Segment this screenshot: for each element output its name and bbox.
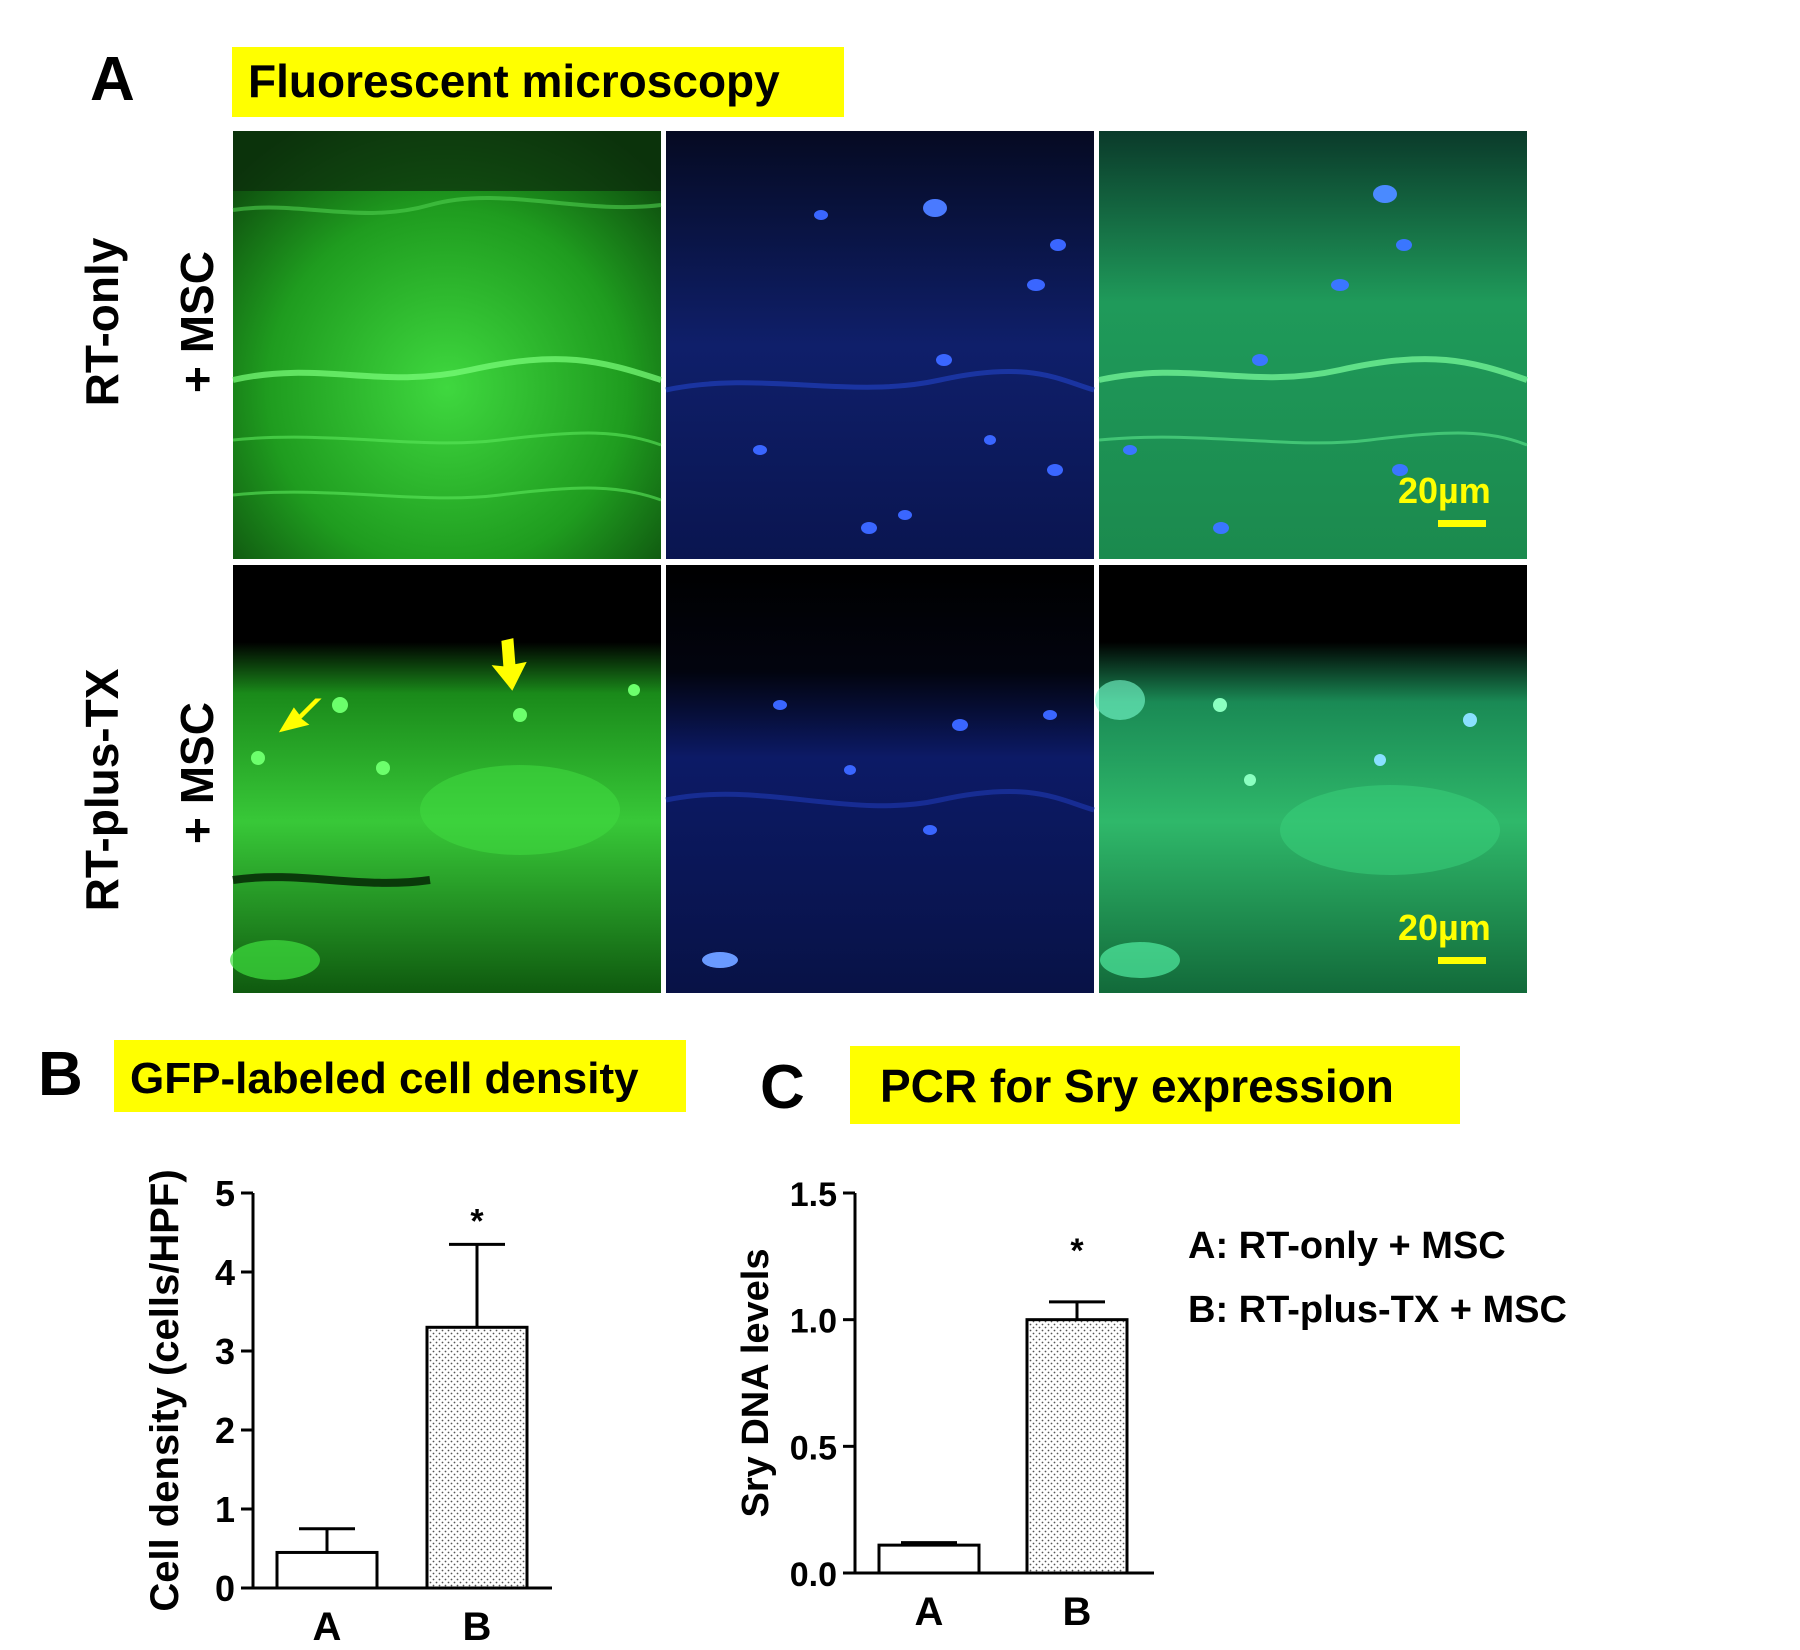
legend-item-a: A: RT-only + MSC	[1188, 1225, 1506, 1267]
x-tick-label-a: A	[915, 1590, 944, 1634]
panel-a-title: Fluorescent microscopy	[248, 55, 780, 107]
y-tick-label: 0	[215, 1568, 235, 1609]
panel-a-letter: A	[90, 45, 135, 114]
row2-label-line2: + MSC	[171, 702, 223, 844]
significance-star-b: *	[1070, 1232, 1084, 1270]
micrograph-row1-blue	[665, 131, 1095, 559]
arrow-indicator-2	[491, 638, 527, 691]
panel-c-title-highlight	[850, 1046, 1460, 1124]
y-tick-label: 5	[215, 1173, 235, 1214]
x-tick-label-a: A	[313, 1605, 342, 1649]
panel-a-title-highlight	[232, 47, 844, 117]
x-tick-label-b: B	[463, 1605, 492, 1649]
panel-b-title: GFP-labeled cell density	[130, 1054, 639, 1103]
scale-bar-row1	[1438, 520, 1486, 527]
y-axis-label: Cell density (cells/HPF)	[143, 1169, 187, 1611]
y-axis-label: Sry DNA levels	[735, 1249, 777, 1518]
bar-b	[425, 1325, 529, 1590]
y-tick-label: 1	[215, 1489, 235, 1530]
micrograph-row2-green	[230, 565, 661, 993]
bar-b	[1025, 1318, 1129, 1575]
panel-b-title-highlight	[114, 1040, 686, 1112]
significance-star-b: *	[470, 1202, 484, 1240]
panel-c-title: PCR for Sry expression	[880, 1060, 1394, 1112]
row1-label-line1: RT-only	[76, 237, 128, 406]
y-tick-label: 1.5	[790, 1176, 837, 1214]
y-tick-label: 0.5	[790, 1429, 837, 1467]
micrograph-row2-merged	[1095, 565, 1527, 993]
scale-bar-label-row2: 20µm	[1398, 907, 1491, 948]
scale-bar-row2	[1438, 957, 1486, 964]
bar-a	[877, 1543, 981, 1575]
row1-label-line2: + MSC	[171, 251, 223, 393]
x-tick-label-b: B	[1063, 1590, 1092, 1634]
y-tick-label: 3	[215, 1331, 235, 1372]
y-tick-label: 1.0	[790, 1303, 837, 1341]
panel-c-letter: C	[760, 1053, 805, 1122]
panel-b-letter: B	[38, 1040, 83, 1109]
row2-label-line1: RT-plus-TX	[76, 668, 128, 911]
scale-bar-label-row1: 20µm	[1398, 470, 1491, 511]
micrograph-row1-green	[232, 131, 662, 559]
micrograph-row1-merged	[1098, 131, 1528, 559]
y-tick-label: 2	[215, 1410, 235, 1451]
arrow-indicator-1	[278, 698, 322, 733]
bar-a	[275, 1550, 379, 1590]
y-tick-label: 4	[215, 1252, 235, 1293]
micrograph-row2-blue	[665, 565, 1095, 993]
y-tick-label: 0.0	[790, 1556, 837, 1594]
chart-c: 0.0 0.5 1.0 1.5 Sry DNA levels A B *	[735, 1176, 1154, 1634]
chart-b: 0 1 2 3 4 5 Cell density (cells/HPF) A B *	[143, 1169, 552, 1649]
legend-item-b: B: RT-plus-TX + MSC	[1188, 1289, 1567, 1331]
